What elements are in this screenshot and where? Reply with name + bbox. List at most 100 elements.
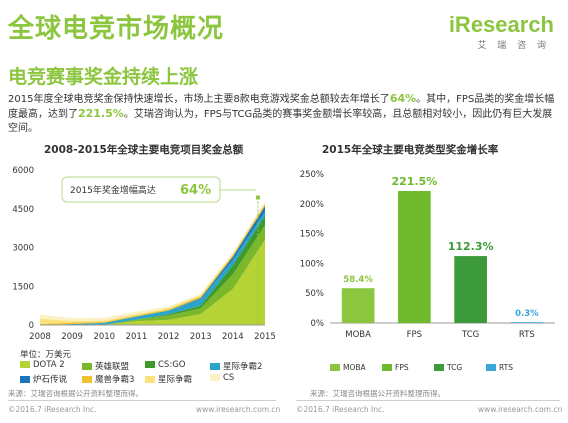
- logo-wordmark: iResearch: [448, 12, 554, 37]
- bar-value-label: 112.3%: [448, 240, 494, 253]
- bar-legend-label: MOBA: [343, 363, 366, 372]
- bar-legend-swatch: [382, 364, 392, 371]
- bar-value-label: 0.3%: [515, 309, 539, 319]
- area-legend-item: CS: [210, 373, 234, 383]
- bar-legend-swatch: [486, 364, 496, 371]
- bar-rts: [510, 322, 544, 323]
- bar-y-tick-label: 50%: [305, 289, 324, 299]
- bar-chart-title: 2015年全球主要电竞类型奖金增长率: [322, 144, 499, 156]
- area-legend-swatch: [145, 376, 155, 383]
- area-x-tick-label: 2009: [61, 332, 83, 342]
- area-legend-label: 英雄联盟: [95, 362, 130, 372]
- area-y-tick-label: 4500: [12, 205, 34, 215]
- area-legend-label: DOTA 2: [33, 360, 65, 370]
- area-legend-swatch: [20, 361, 30, 368]
- bar-y-tick-label: 150%: [300, 230, 324, 240]
- bar-value-label: 221.5%: [391, 175, 437, 188]
- bar-x-tick-label: MOBA: [345, 330, 371, 340]
- area-y-tick-label: 1500: [12, 282, 34, 292]
- bar-legend-label: TCG: [447, 363, 463, 372]
- footer-divider-right: [296, 400, 560, 401]
- bar-legend-item: FPS: [382, 363, 409, 372]
- area-legend-swatch: [82, 376, 92, 383]
- area-x-tick-label: 2012: [158, 332, 180, 342]
- bar-moba: [341, 288, 375, 323]
- bar-fps: [398, 190, 431, 323]
- area-y-tick-label: 6000: [12, 166, 34, 176]
- intro-text-3: 。艾瑞咨询认为，FPS与TCG品类的赛事奖金额增长率较高，且总额相对较小，因此仍…: [8, 109, 553, 134]
- intro-highlight-growth: 64%: [389, 92, 417, 105]
- area-chart: 0 1500 3000 4500 6000 2008 2009 2010 2011 2012 201…: [12, 166, 276, 342]
- area-x-tick-label: 2011: [126, 332, 148, 342]
- area-y-tick-label: 0: [29, 321, 34, 331]
- bar-x-tick-label: TCG: [461, 330, 479, 340]
- area-series-1: [40, 225, 265, 325]
- area-legend-item: 炉石传说: [20, 373, 67, 385]
- area-highlight-dot: [255, 195, 260, 200]
- intro-text-1: 2015年度全球电竞奖金保持快速增长，市场上主要8款电竞游戏奖金总额较去年增长了: [8, 94, 390, 105]
- area-legend-item: 英雄联盟: [82, 360, 129, 372]
- area-legend-label: CS:GO: [158, 360, 186, 370]
- area-x-tick-label: 2008: [29, 332, 51, 342]
- bar-y-tick-label: 250%: [300, 170, 324, 180]
- area-x-tick-label: 2010: [93, 332, 115, 342]
- area-y-tick-label: 3000: [12, 244, 34, 254]
- page-title: 全球电竞市场概况: [8, 14, 225, 44]
- footer-copyright-left: ©2016.7 iResearch Inc.: [8, 405, 97, 414]
- area-legend-swatch: [145, 361, 155, 368]
- area-chart-legend: DOTA 2 英雄联盟 CS:GO 星际争霸2 炉石传说 魔兽争霸3 星际争霸 CS: [20, 360, 290, 386]
- area-legend-label: 魔兽争霸3: [95, 375, 135, 385]
- area-legend-item: CS:GO: [145, 360, 185, 370]
- page-subtitle: 电竞赛事奖金持续上涨: [8, 66, 199, 88]
- bar-chart-legend: MOBA FPS TCG RTS: [330, 363, 560, 375]
- bar-legend-swatch: [330, 364, 340, 371]
- logo-subtext: 艾 瑞 咨 询: [477, 41, 550, 51]
- bar-y-tick-label: 200%: [300, 200, 324, 210]
- area-legend-swatch: [210, 374, 220, 381]
- bar-tcg: [454, 256, 487, 323]
- area-legend-swatch: [82, 363, 92, 370]
- area-legend-label: 星际争霸2: [223, 362, 263, 372]
- bar-legend-label: FPS: [395, 363, 409, 372]
- source-left: 来源：艾瑞咨询根据公开资料整理而得。: [8, 389, 143, 398]
- area-legend-item: 魔兽争霸3: [82, 373, 134, 385]
- bar-y-tick-label: 0%: [311, 319, 325, 329]
- area-legend-item: 星际争霸: [145, 373, 192, 385]
- area-legend-label: CS: [223, 373, 235, 383]
- bar-legend-item: TCG: [434, 363, 462, 372]
- footer-url-left: www.iresearch.com.cn: [196, 405, 281, 414]
- intro-highlight-fps: 221.5%: [78, 107, 124, 120]
- bar-x-tick-label: RTS: [519, 330, 535, 340]
- bar-legend-item: RTS: [486, 363, 513, 372]
- area-legend-swatch: [20, 376, 30, 383]
- area-callout: 2015年奖金增幅高达 64%: [61, 176, 256, 203]
- area-legend-label: 炉石传说: [33, 375, 68, 385]
- area-x-tick-label: 2013: [190, 332, 212, 342]
- intro-paragraph: 2015年度全球电竞奖金保持快速增长，市场上主要8款电竞游戏奖金总额较去年增长了…: [8, 92, 560, 136]
- footer-copyright-right: ©2016.7 iResearch Inc.: [296, 405, 385, 414]
- bar-chart: 0% 50% 100% 150% 200% 250% 58.4% MOBA 221.5% FPS 1…: [300, 170, 555, 340]
- area-x-tick-label: 2015: [254, 332, 276, 342]
- bar-x-tick-label: FPS: [407, 330, 422, 340]
- iresearch-logo: iResearch 艾 瑞 咨 询: [444, 12, 554, 52]
- area-chart-unit: 单位：万美元: [20, 350, 72, 360]
- intro-text-2: 。其中，FPS品类的奖金增长幅度最高，达到了: [8, 94, 555, 120]
- source-right: 来源：艾瑞咨询根据公开资料整理而得。: [310, 389, 445, 398]
- footer-divider-left: [8, 400, 276, 401]
- area-callout-text: 2015年奖金增幅高达: [70, 184, 156, 196]
- bar-legend-item: MOBA: [330, 363, 366, 372]
- footer-url-right: www.iresearch.com.cn: [478, 405, 563, 414]
- area-legend-item: 星际争霸2: [210, 360, 262, 372]
- area-legend-label: 星际争霸: [158, 375, 193, 385]
- area-legend-swatch: [210, 363, 220, 370]
- area-legend-item: DOTA 2: [20, 360, 65, 370]
- bar-value-label: 58.4%: [343, 275, 373, 285]
- area-series-2: [40, 215, 265, 325]
- area-series-0: [40, 239, 265, 325]
- bar-legend-swatch: [434, 364, 444, 371]
- area-chart-title: 2008-2015年全球主要电竞项目奖金总额: [44, 144, 244, 156]
- area-callout-value: 64%: [180, 183, 211, 198]
- bar-legend-label: RTS: [499, 363, 514, 372]
- area-x-tick-label: 2014: [222, 332, 244, 342]
- bar-y-tick-label: 100%: [300, 259, 324, 269]
